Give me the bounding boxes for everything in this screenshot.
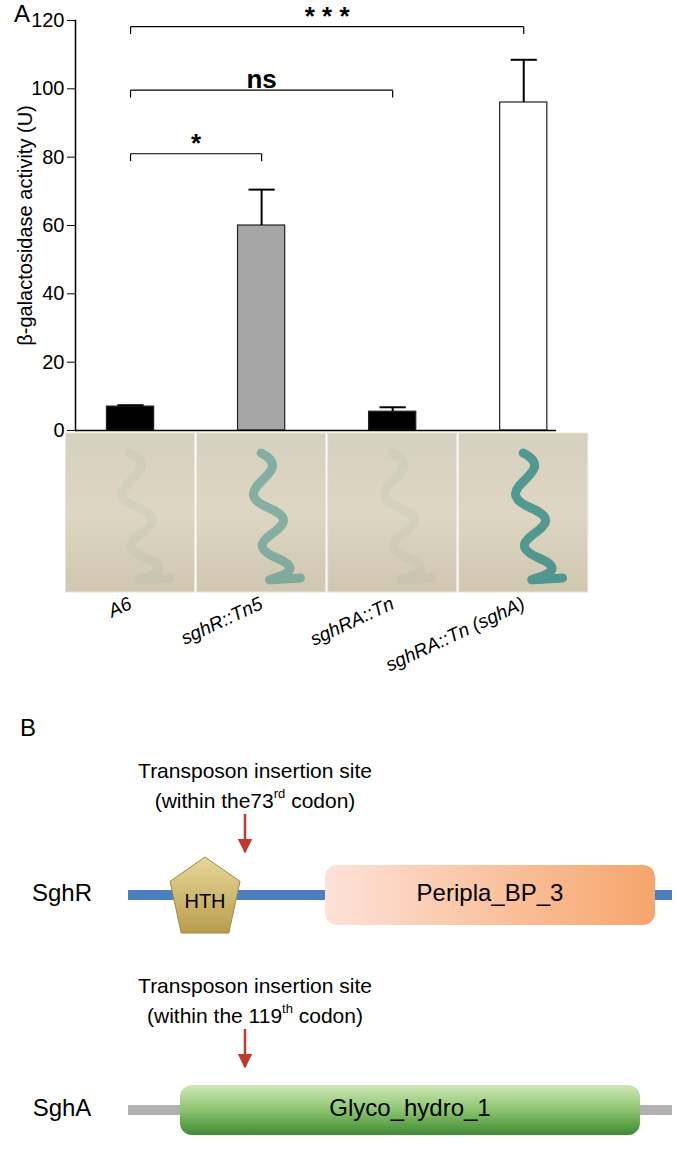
svg-text:(within the73rd codon): (within the73rd codon) [155,786,356,812]
svg-text:100: 100 [31,77,64,99]
svg-text:*: * [191,128,202,158]
svg-text:20: 20 [42,351,64,373]
svg-text:Transposon insertion site: Transposon insertion site [138,974,372,997]
svg-text:A6: A6 [104,592,135,621]
svg-text:(within the 119th codon): (within the 119th codon) [147,1001,363,1027]
svg-text:0: 0 [53,419,64,441]
svg-text:sghRA::Tn (sghA): sghRA::Tn (sghA) [382,593,528,676]
svg-text:Glyco_hydro_1: Glyco_hydro_1 [329,1094,490,1121]
svg-text:120: 120 [31,9,64,31]
svg-text:80: 80 [42,146,64,168]
svg-text:B: B [20,714,36,741]
svg-text:40: 40 [42,282,64,304]
svg-text:A: A [14,0,30,27]
svg-text:SghA: SghA [33,1094,92,1121]
svg-text:ns: ns [246,64,276,94]
svg-text:* * *: * * * [305,1,351,31]
svg-text:sghR::Tn5: sghR::Tn5 [178,592,267,648]
svg-text:β-galactosidase activity (U): β-galactosidase activity (U) [14,105,36,345]
svg-text:Transposon insertion site: Transposon insertion site [138,759,372,782]
svg-text:60: 60 [42,214,64,236]
svg-text:SghR: SghR [32,879,92,906]
svg-text:Peripla_BP_3: Peripla_BP_3 [417,879,564,906]
svg-text:sghRA::Tn: sghRA::Tn [307,593,397,650]
svg-text:HTH: HTH [184,890,225,912]
